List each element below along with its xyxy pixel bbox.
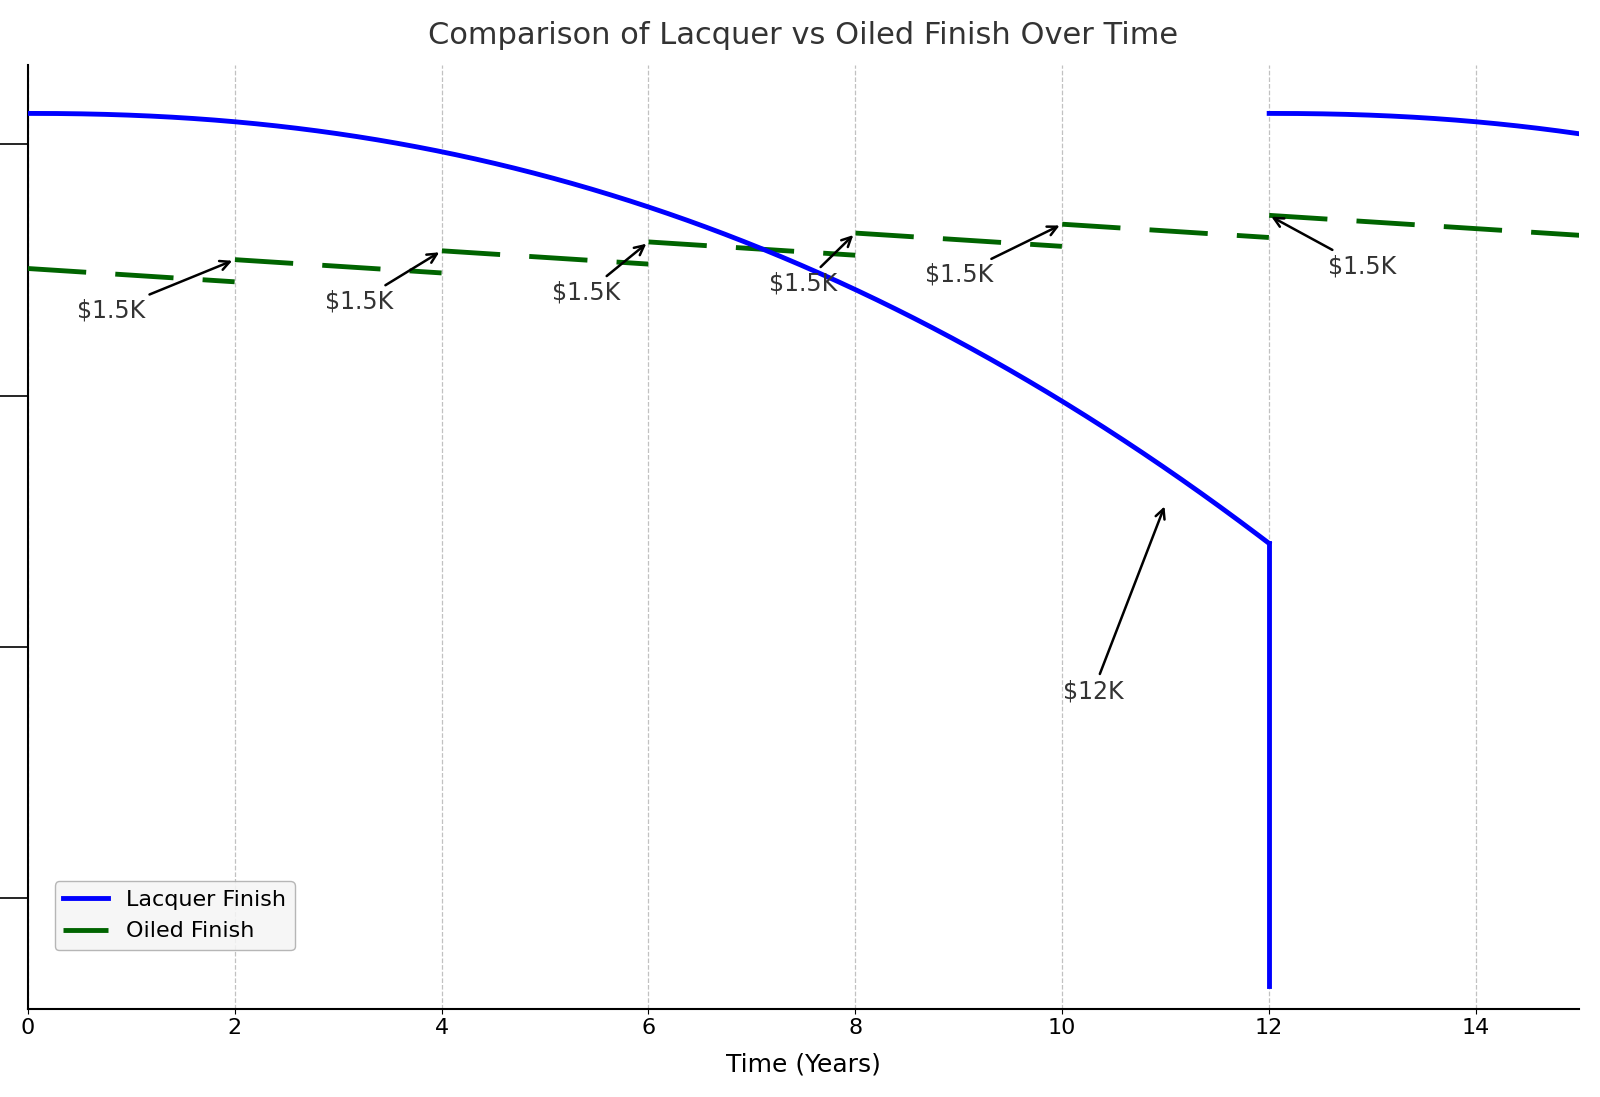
Oiled Finish (157, 271, 176, 284)
Lacquer Finish (608, 191, 627, 204)
Text: $1.5K: $1.5K (325, 253, 437, 314)
Oiled Finish (226, 275, 245, 289)
Lacquer Finish (1160, 464, 1179, 477)
Text: $1.5K: $1.5K (1274, 218, 1397, 278)
Text: $1.5K: $1.5K (925, 227, 1058, 287)
Oiled Finish (150, 271, 170, 284)
Title: Comparison of Lacquer vs Oiled Finish Over Time: Comparison of Lacquer vs Oiled Finish Ov… (429, 21, 1179, 49)
Line: Lacquer Finish: Lacquer Finish (27, 113, 1269, 543)
Oiled Finish (131, 269, 150, 282)
Oiled Finish (51, 264, 70, 278)
Oiled Finish (117, 269, 136, 282)
Lacquer Finish (1221, 508, 1240, 521)
Text: $1.5K: $1.5K (552, 246, 645, 305)
Text: $1.5K: $1.5K (770, 237, 851, 296)
Lacquer Finish (549, 173, 568, 186)
Text: $1.5K: $1.5K (77, 261, 230, 323)
Oiled Finish (18, 262, 37, 275)
Legend: Lacquer Finish, Oiled Finish: Lacquer Finish, Oiled Finish (54, 881, 294, 950)
Oiled Finish (197, 273, 216, 286)
Lacquer Finish (920, 319, 939, 332)
Line: Oiled Finish: Oiled Finish (27, 269, 235, 282)
Text: $12K: $12K (1062, 509, 1165, 703)
Lacquer Finish (539, 171, 558, 184)
Lacquer Finish (18, 106, 37, 120)
Lacquer Finish (1259, 536, 1278, 550)
X-axis label: Time (Years): Time (Years) (726, 1052, 882, 1076)
